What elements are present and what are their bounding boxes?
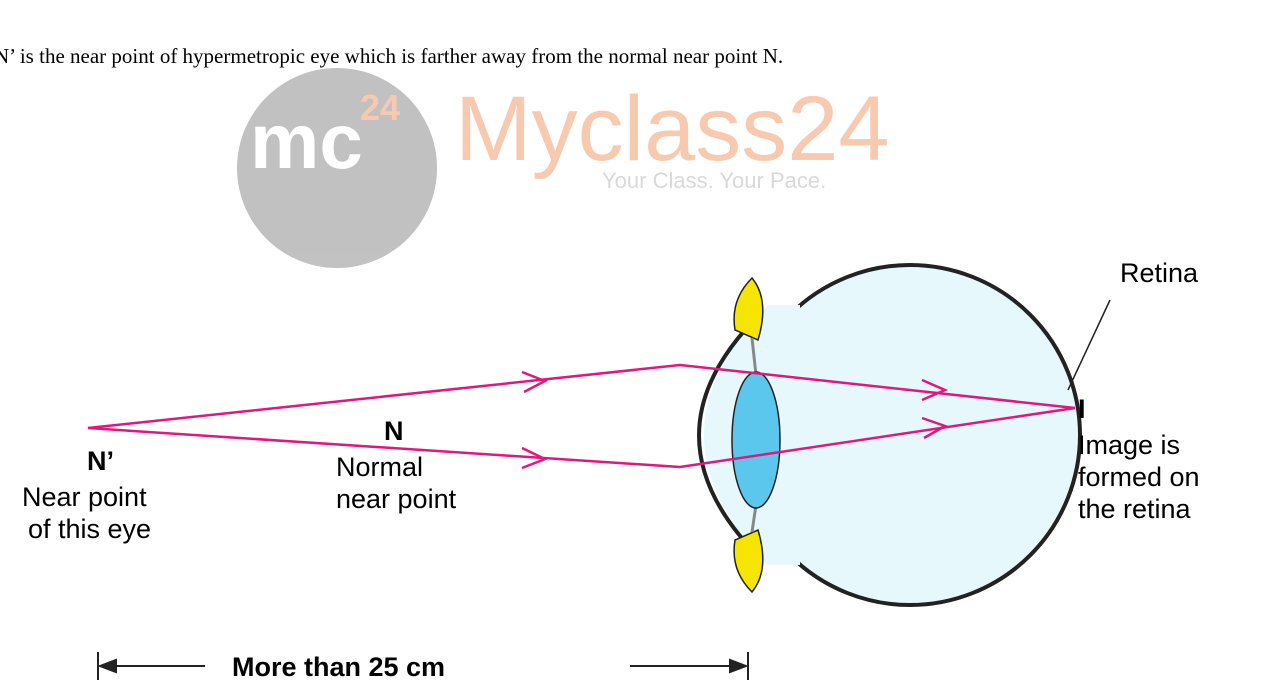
page: N’ is the near point of hypermetropic ey… xyxy=(0,0,1273,689)
retina-label: Retina xyxy=(1120,258,1199,288)
retina-pointer xyxy=(1068,300,1110,390)
image-label: the retina xyxy=(1078,494,1192,524)
arrow-head xyxy=(730,660,746,672)
normal-label: Normal xyxy=(336,452,423,482)
image-label: Image is xyxy=(1078,430,1180,460)
ciliary-muscle xyxy=(734,278,763,340)
distance-label: More than 25 cm xyxy=(232,652,445,682)
watermark-logo: mc xyxy=(250,97,363,185)
watermark-superscript: 24 xyxy=(360,87,400,128)
far-point-label: Near point xyxy=(22,482,147,512)
watermark: mc 24 Myclass24 Your Class. Your Pace. xyxy=(237,68,890,268)
caption: N’ is the near point of hypermetropic ey… xyxy=(0,44,783,68)
far-point-label: of this eye xyxy=(28,514,151,544)
watermark-brand: Myclass24 xyxy=(455,78,890,180)
normal-symbol: N xyxy=(384,416,404,446)
watermark-tagline: Your Class. Your Pace. xyxy=(602,168,826,193)
ciliary-muscle xyxy=(734,530,763,592)
normal-label: near point xyxy=(336,484,457,514)
far-point-symbol: N’ xyxy=(87,446,114,476)
lens xyxy=(732,372,780,508)
diagram: N’ is the near point of hypermetropic ey… xyxy=(0,0,1273,689)
image-symbol: I xyxy=(1078,394,1086,424)
arrow-head xyxy=(100,660,116,672)
image-label: formed on xyxy=(1078,462,1200,492)
